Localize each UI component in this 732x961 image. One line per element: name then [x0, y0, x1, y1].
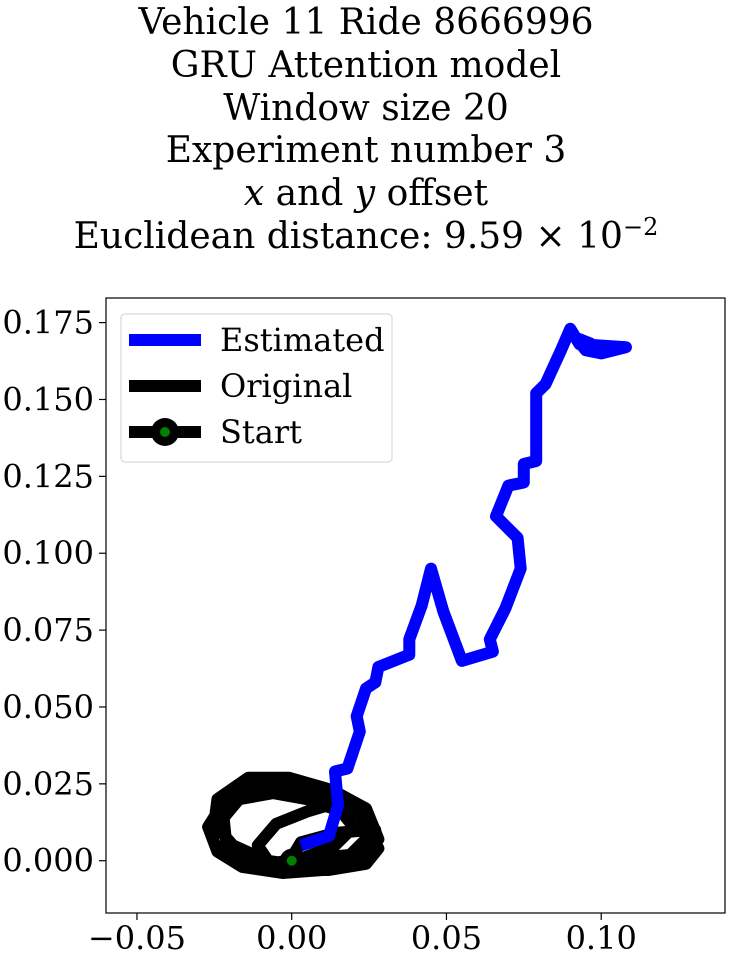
series-line-original [202, 771, 385, 879]
legend-label-original: Original [220, 367, 352, 405]
title-distance-text: Euclidean distance: 9.59 × 10 [73, 215, 623, 257]
title-line-vehicle-ride: Vehicle 11 Ride 8666996 [138, 2, 594, 43]
y-tick-label: 0.100 [2, 534, 94, 572]
legend-label-start: Start [220, 413, 302, 451]
title-line-model: GRU Attention model [170, 44, 562, 86]
x-tick-label: −0.05 [88, 919, 186, 957]
title-distance-exponent: −2 [622, 212, 659, 241]
chart-title: Vehicle 11 Ride 8666996 GRU Attention mo… [0, 2, 732, 259]
x-tick-label: 0.05 [411, 919, 482, 957]
start-marker [286, 855, 297, 866]
legend: Estimated Original Start [120, 313, 393, 463]
legend-label-estimated: Estimated [220, 321, 385, 359]
y-tick-label: 0.025 [2, 765, 94, 803]
series-layer [202, 322, 632, 879]
y-tick-label: 0.075 [2, 611, 94, 649]
x-tick-label: 0.00 [256, 919, 327, 957]
title-var-x: x [243, 173, 265, 215]
plot-frame [105, 297, 726, 914]
legend-box [120, 313, 393, 463]
title-var-y: y [354, 173, 376, 215]
y-tick-label: 0.050 [2, 688, 94, 726]
series-line-estimated [299, 322, 632, 852]
title-line-experiment: Experiment number 3 [165, 130, 567, 172]
title-line-window: Window size 20 [223, 87, 509, 129]
y-tick-label: 0.125 [2, 457, 94, 495]
x-axis: −0.05 0.00 0.05 0.10 [88, 913, 637, 957]
legend-start-marker [160, 427, 170, 437]
title-offset-word: offset [375, 173, 489, 215]
title-and: and [264, 173, 355, 215]
y-tick-label: 0.175 [2, 304, 94, 342]
y-axis: 0.000 0.025 0.050 0.075 0.100 0.125 0.150 0.175 [2, 304, 106, 880]
title-line-offset: x and y offset [0, 173, 732, 216]
y-tick-label: 0.150 [2, 380, 94, 418]
x-tick-label: 0.10 [566, 919, 637, 957]
y-tick-label: 0.000 [2, 842, 94, 880]
title-line-distance: Euclidean distance: 9.59 × 10−2 [0, 212, 732, 259]
